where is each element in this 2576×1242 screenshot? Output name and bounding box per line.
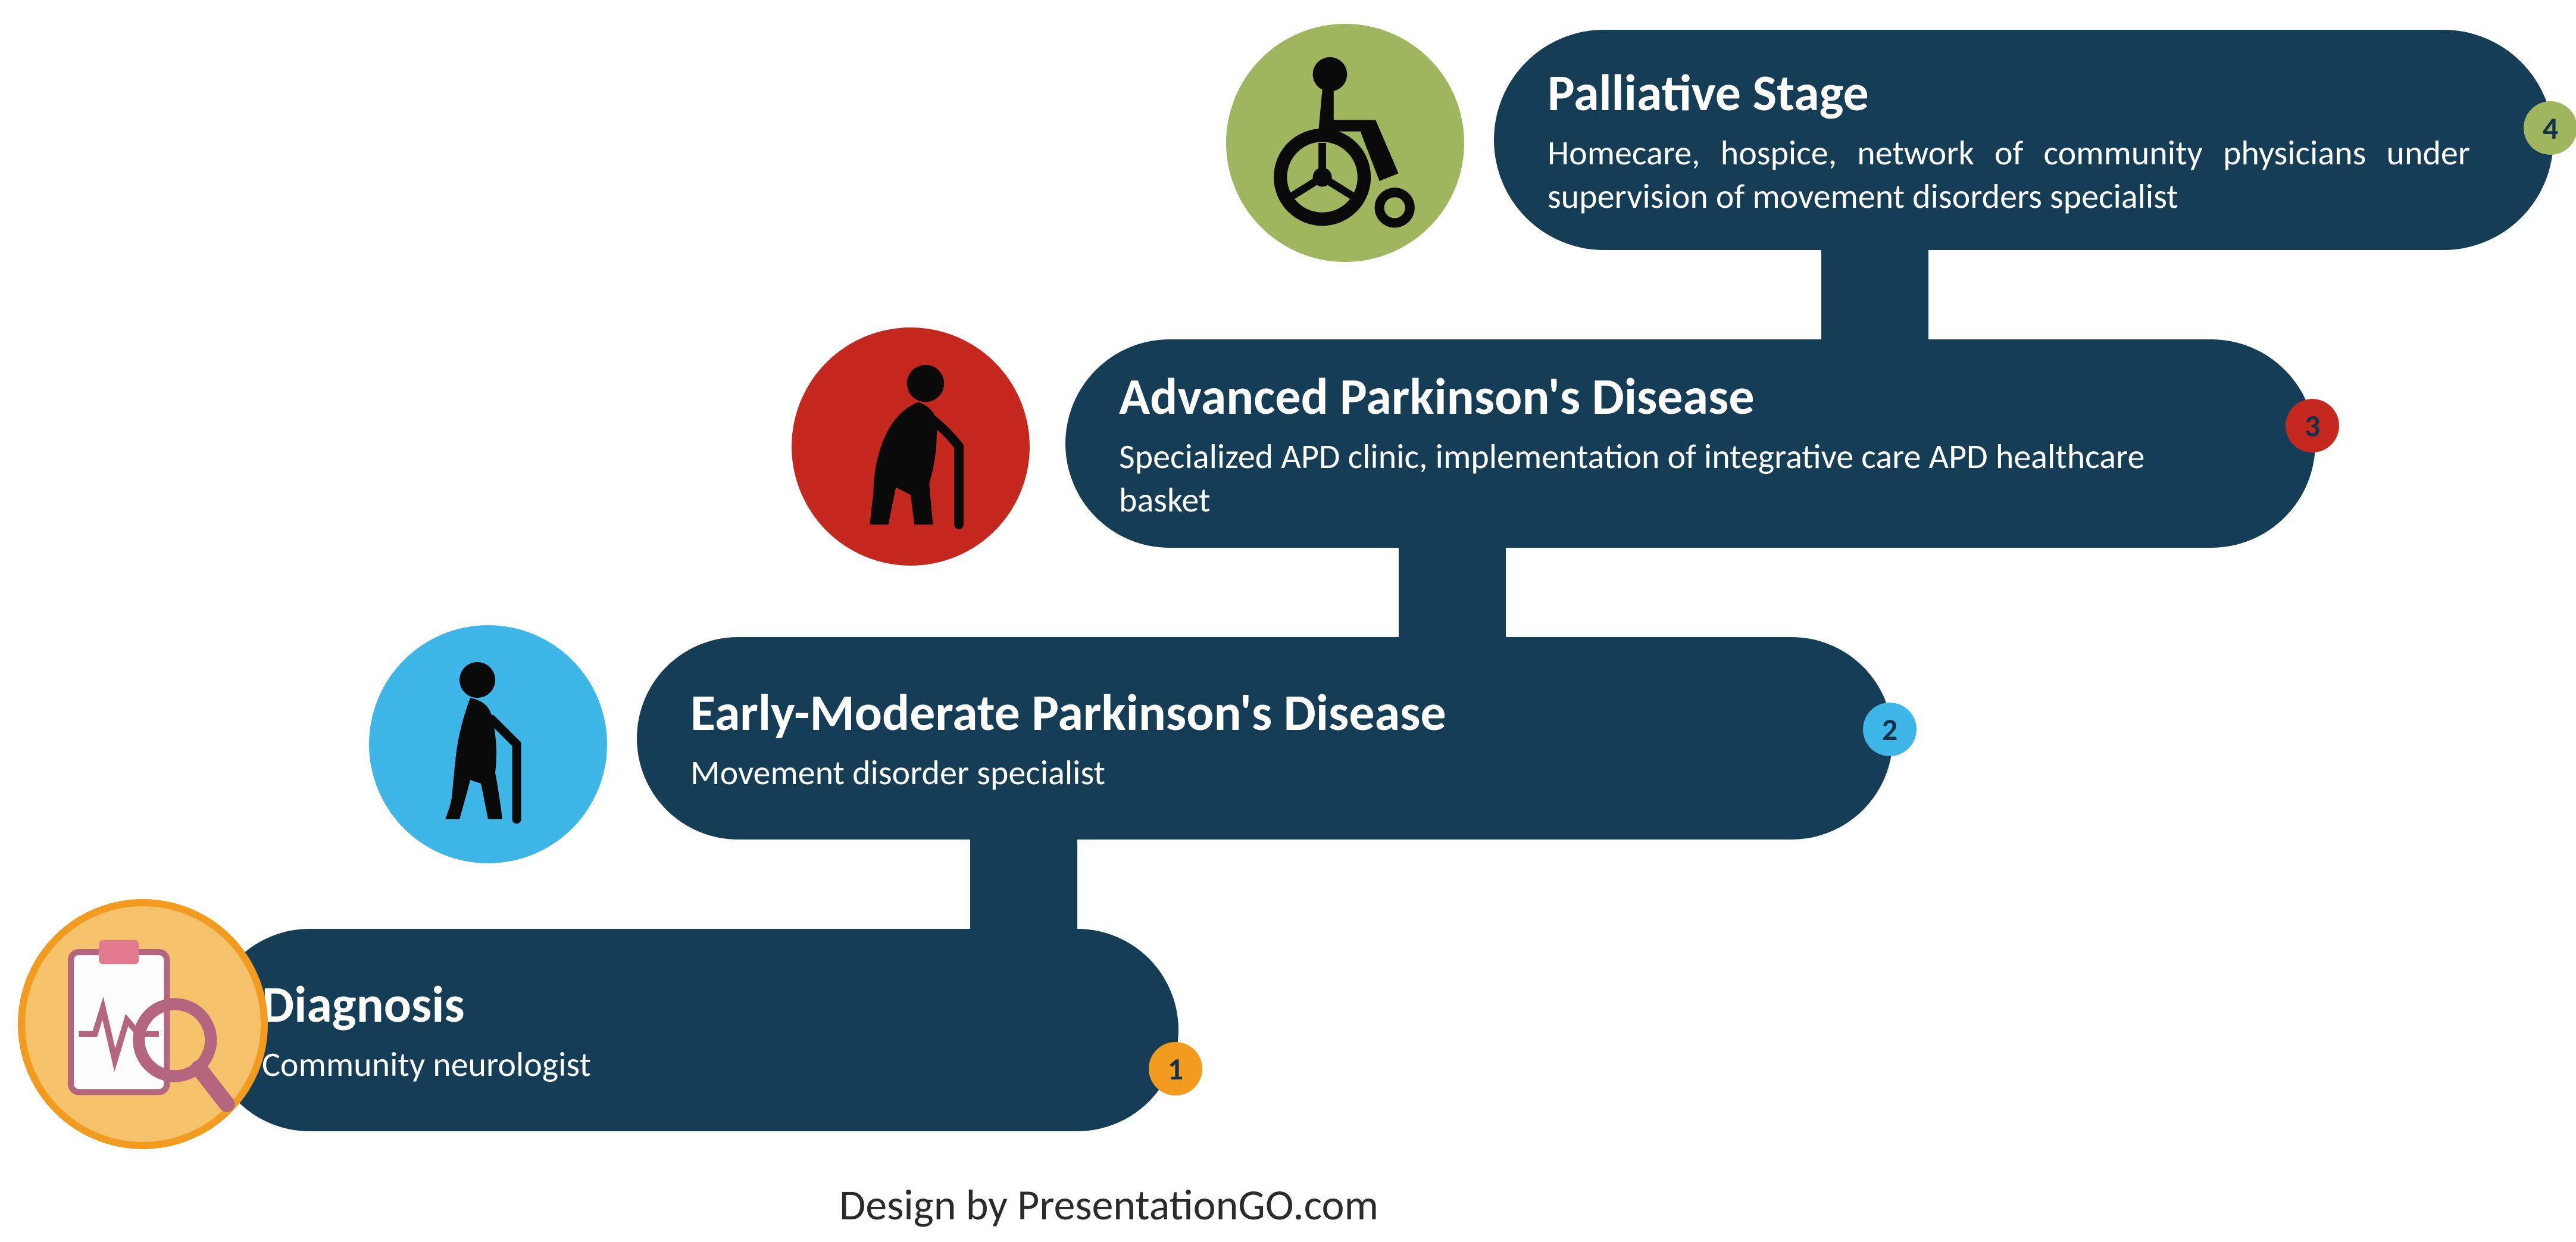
stage-title: Early-Moderate Parkinson's Disease bbox=[690, 682, 1809, 744]
stage-desc: Homecare, hospice, network of community … bbox=[1548, 132, 2470, 218]
stooped-person-icon bbox=[818, 354, 1003, 539]
stage-icon-circle-3 bbox=[792, 327, 1030, 566]
stage-pill-1: Diagnosis Community neurologist bbox=[208, 929, 1178, 1131]
stage-badge-2: 2 bbox=[1863, 703, 1917, 756]
stage-desc: Specialized APD clinic, implementation o… bbox=[1119, 435, 2232, 522]
diagnosis-icon bbox=[43, 924, 243, 1124]
stage-icon-circle-1 bbox=[18, 899, 268, 1149]
stage-desc: Community neurologist bbox=[262, 1043, 1095, 1087]
stage-pill-4: Palliative Stage Homecare, hospice, netwo… bbox=[1494, 30, 2553, 250]
stage-icon-circle-4 bbox=[1226, 24, 1464, 262]
stage-title: Palliative Stage bbox=[1548, 62, 2470, 124]
stage-desc: Movement disorder specialist bbox=[690, 751, 1809, 795]
credit-text: Design by PresentationGO.com bbox=[839, 1179, 1378, 1231]
wheelchair-icon bbox=[1250, 48, 1440, 238]
stage-title: Advanced Parkinson's Disease bbox=[1119, 366, 2232, 428]
stage-badge-1: 1 bbox=[1149, 1042, 1202, 1096]
infographic-canvas: Diagnosis Community neurologist 1 Early-Mo… bbox=[0, 0, 2576, 1242]
stage-badge-4: 4 bbox=[2524, 101, 2576, 155]
stage-title: Diagnosis bbox=[262, 973, 1095, 1036]
stage-pill-3: Advanced Parkinson's Disease Specialized … bbox=[1065, 339, 2315, 548]
stage-icon-circle-2 bbox=[369, 625, 607, 863]
cane-person-icon bbox=[399, 655, 577, 834]
stage-badge-3: 3 bbox=[2286, 399, 2339, 453]
stage-pill-2: Early-Moderate Parkinson's Disease Moveme… bbox=[637, 637, 1893, 840]
